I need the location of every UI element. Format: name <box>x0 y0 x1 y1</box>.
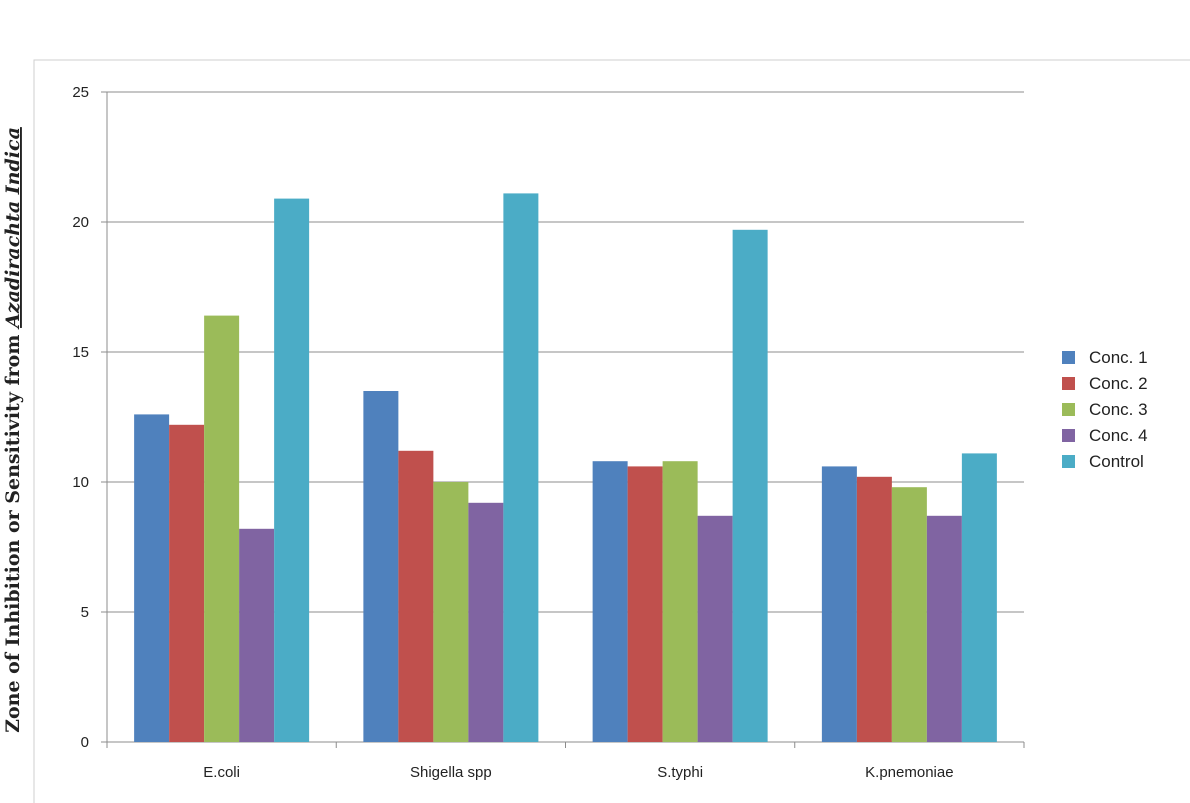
y-tick-label: 20 <box>72 214 89 231</box>
legend-swatch <box>1062 351 1075 364</box>
bar <box>961 453 997 742</box>
bars <box>134 193 997 743</box>
bar <box>627 466 663 742</box>
bar <box>239 528 275 742</box>
y-tick-label: 5 <box>81 604 89 621</box>
bar <box>821 466 857 742</box>
y-tick-label: 0 <box>81 734 89 751</box>
x-category-label: S.typhi <box>657 764 703 781</box>
legend-label: Conc. 4 <box>1089 426 1148 445</box>
bar <box>468 502 504 742</box>
y-tick-label: 10 <box>72 474 89 491</box>
bar <box>134 414 170 742</box>
legend-swatch <box>1062 377 1075 390</box>
bar <box>169 424 205 742</box>
legend-swatch <box>1062 403 1075 416</box>
y-tick-label: 15 <box>72 344 89 361</box>
legend-label: Conc. 3 <box>1089 400 1148 419</box>
chart-border <box>33 59 1190 803</box>
x-category-label: E.coli <box>203 764 240 781</box>
legend-swatch <box>1062 429 1075 442</box>
bar <box>697 515 733 742</box>
legend-label: Conc. 2 <box>1089 374 1148 393</box>
legend-swatch <box>1062 455 1075 468</box>
y-axis-label: Zone of Inhibition or Sensitivity from A… <box>2 127 24 733</box>
bar <box>503 193 539 742</box>
bar <box>398 450 434 742</box>
legend-label: Conc. 1 <box>1089 348 1148 367</box>
bar <box>926 515 962 742</box>
y-tick-label: 25 <box>72 84 89 101</box>
bar <box>204 315 240 742</box>
bar <box>856 476 892 742</box>
bar <box>433 482 469 742</box>
bar <box>363 391 399 742</box>
bar <box>592 461 628 742</box>
legend-label: Control <box>1089 452 1144 471</box>
legend: Conc. 1 Conc. 2 Conc. 3 Conc. 4 Control <box>1062 348 1148 471</box>
x-category-label: Shigella spp <box>410 764 492 781</box>
x-category-label: K.pnemoniae <box>865 764 953 781</box>
y-tick-labels: 0 5 10 15 20 25 <box>72 84 89 751</box>
x-category-labels: E.coli Shigella spp S.typhi K.pnemoniae <box>203 764 953 781</box>
bar <box>891 487 927 742</box>
bar <box>662 461 698 742</box>
y-axis-label-main: Zone of Inhibition or Sensitivity from <box>2 328 24 733</box>
y-axis-label-species: Azadirachta Indica <box>2 127 24 330</box>
bar <box>732 229 768 743</box>
bar <box>274 198 310 743</box>
